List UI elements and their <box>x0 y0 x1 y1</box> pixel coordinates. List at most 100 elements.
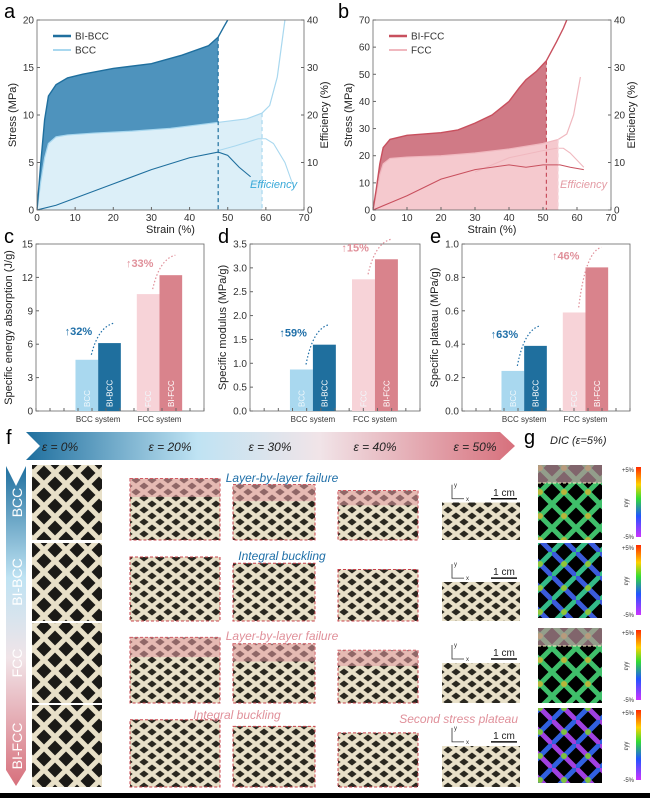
y-tick-label: 0.8 <box>445 273 459 284</box>
y-axis-label: Stress (MPa) <box>343 83 355 147</box>
y-tick-label: 0.6 <box>445 306 459 317</box>
colorbar-min: -5% <box>623 535 634 541</box>
bar-bi-fcc <box>585 267 609 411</box>
axis-y-label: y <box>454 726 457 732</box>
category-label: BCC system <box>291 415 336 424</box>
specimen-image-bi-fcc-1 <box>130 719 220 787</box>
specimen-image-fcc-0 <box>32 623 102 703</box>
specimen-image-fcc-4 <box>442 663 520 703</box>
row-fcc: FCC Layer-by-layer failure y x 1 cm <box>9 623 520 704</box>
y-tick-label: 20 <box>23 16 35 27</box>
y-tick-label: 60 <box>359 43 371 54</box>
axis-x-label: x <box>466 740 469 746</box>
bar-label: BI-FCC <box>382 380 391 407</box>
y-tick-label: 3 <box>27 373 33 384</box>
y-tick-label: 0.4 <box>445 340 459 351</box>
legend-label: BI-BCC <box>75 32 109 43</box>
specimen-image-bi-bcc-4 <box>442 582 520 621</box>
specimen-image-bcc-4 <box>442 502 520 540</box>
x-axis-label: Strain (%) <box>146 224 195 236</box>
y-tick-label: 1.5 <box>233 335 247 346</box>
bar-fcc <box>136 294 160 411</box>
line-fcc-efficiency <box>474 147 585 173</box>
sample-arrow <box>6 466 26 786</box>
colorbar-max: +5% <box>622 631 635 637</box>
dic-map: +5% -5% εyy <box>538 543 641 619</box>
y2-tick-label: 40 <box>307 16 319 27</box>
collapsed-layer <box>130 637 220 658</box>
y2-tick-label: 30 <box>307 63 319 74</box>
y-axis-label: Specific plateau (MPa/g) <box>429 268 441 388</box>
axis-x-label: x <box>466 576 469 582</box>
improvement-arrow <box>152 254 176 290</box>
bar-bcc <box>75 359 99 411</box>
row-label: BI-BCC <box>9 558 25 605</box>
failure-mode-label: Layer-by-layer failure <box>226 471 339 485</box>
panel-label-e: e <box>430 226 441 248</box>
row-bi-fcc: BI-FCC Integral buckling Second stress pla… <box>9 705 520 788</box>
dic-map: +5% -5% εyy <box>538 708 641 784</box>
y-tick-label: 6 <box>27 340 33 351</box>
y2-tick-label: 0 <box>614 206 620 217</box>
y2-tick-label: 20 <box>307 111 319 122</box>
line-bcc <box>37 20 286 210</box>
dic-map: +5% -5% εyy <box>538 465 641 541</box>
line-bi-bcc-efficiency <box>37 151 251 210</box>
axes-icon <box>451 564 464 579</box>
specimen-image-bcc-0 <box>32 465 102 540</box>
bar-label: FCC <box>570 390 579 407</box>
specimen-image-bi-bcc-0 <box>32 543 102 621</box>
bar-bi-fcc <box>374 259 398 411</box>
efficiency-annotation: Efficiency <box>250 179 299 191</box>
axes-icon <box>451 484 464 500</box>
second-plateau-label: Second stress plateau <box>399 712 518 726</box>
scale-bar-label: 1 cm <box>493 648 515 659</box>
y2-axis-label: Efficiency (%) <box>626 81 638 148</box>
y-tick-label: 70 <box>359 16 371 27</box>
category-label: BCC system <box>502 415 547 424</box>
line-bcc-efficiency <box>218 138 294 185</box>
bar-label: BCC <box>297 390 306 407</box>
scale-bar-label: 1 cm <box>493 488 515 499</box>
colorbar <box>636 467 641 537</box>
row-bi-bcc: BI-BCC Integral buckling y x 1 cm <box>9 543 520 622</box>
scale-bar-label: 1 cm <box>493 567 515 578</box>
panel-label-d: d <box>218 226 229 248</box>
dic-strain-map <box>538 543 602 618</box>
axes-icon <box>451 645 464 660</box>
area-bcc <box>37 113 263 210</box>
y2-tick-label: 0 <box>307 206 313 217</box>
x-tick-label: 10 <box>70 213 82 224</box>
improvement-label: ↑59% <box>279 328 307 340</box>
strain-arrow <box>26 432 515 460</box>
bar-label: BI-BCC <box>532 380 541 407</box>
specimen-image-bi-fcc-2 <box>233 726 315 787</box>
y-tick-label: 0 <box>28 206 34 217</box>
chart-e: 0.0 0.2 0.4 0.6 0.8 1.0 Specific plateau (MPa/… <box>429 240 631 424</box>
colorbar-min: -5% <box>623 613 634 619</box>
panel-label-g: g <box>524 427 535 449</box>
strain-label: ε = 20% <box>149 440 192 454</box>
deformation-outline <box>129 556 221 622</box>
x-tick-label: 30 <box>146 213 158 224</box>
strain-label: ε = 30% <box>249 440 292 454</box>
colorbar-min: -5% <box>623 778 634 784</box>
y-tick-label: 9 <box>27 306 33 317</box>
row-label: BI-FCC <box>9 723 25 770</box>
y-tick-label: 2.0 <box>233 311 247 322</box>
y2-axis-label: Efficiency (%) <box>319 81 331 148</box>
colorbar-label: εyy <box>624 742 630 751</box>
y-axis-label: Stress (MPa) <box>7 83 19 147</box>
chart-b: 0 10 20 30 40 50 60 70010203040506070010203040S… <box>343 16 638 237</box>
scale-bar-label: 1 cm <box>493 731 515 742</box>
x-tick-label: 10 <box>401 213 413 224</box>
bar-bcc <box>501 370 525 411</box>
y-tick-label: 50 <box>359 70 371 81</box>
colorbar-min: -5% <box>623 698 634 704</box>
y-tick-label: 3.5 <box>233 240 247 251</box>
colorbar-label: εyy <box>624 499 630 508</box>
line-bi-fcc <box>373 20 568 210</box>
bar-label: FCC <box>359 390 368 407</box>
